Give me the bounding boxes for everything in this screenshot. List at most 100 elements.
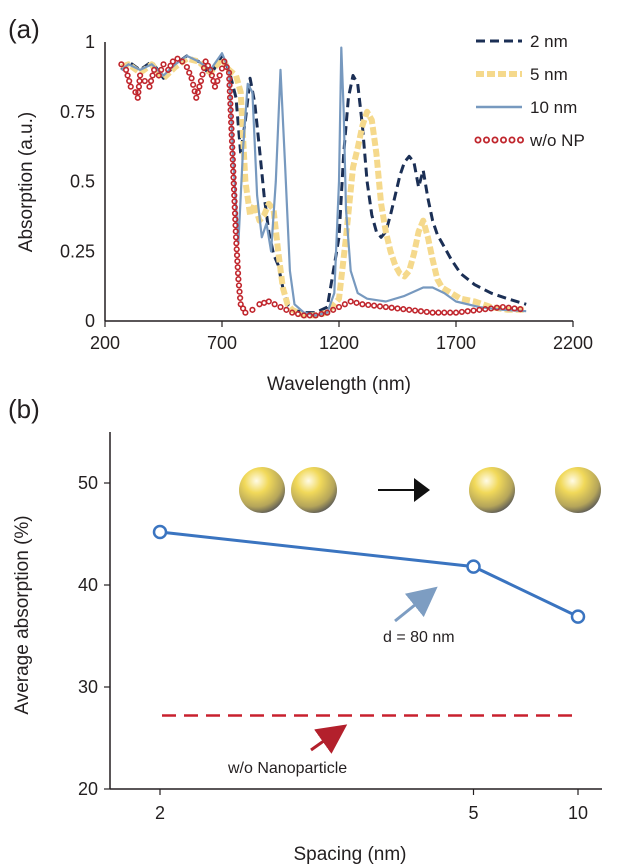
data-point — [160, 61, 167, 68]
data-point — [158, 66, 165, 73]
data-point — [227, 94, 234, 101]
data-point — [229, 144, 236, 151]
data-point — [152, 524, 168, 540]
data-point — [230, 174, 237, 181]
x-tick-label: 700 — [207, 333, 237, 353]
series-annotation-arrow — [394, 586, 438, 623]
data-point — [211, 83, 219, 90]
data-point — [470, 307, 477, 314]
data-point — [233, 246, 240, 253]
data-point — [234, 270, 242, 277]
data-point — [122, 66, 130, 73]
data-point — [132, 89, 139, 96]
y-tick-label: 0 — [85, 311, 95, 331]
data-point — [235, 276, 242, 283]
nanoparticle-illustration — [239, 467, 601, 513]
data-point — [294, 310, 302, 318]
data-point — [179, 58, 186, 65]
data-point — [242, 309, 249, 316]
data-point — [482, 306, 489, 313]
data-point — [234, 258, 241, 265]
data-point — [193, 94, 200, 101]
data-point — [347, 298, 354, 305]
legend-label-5nm: 5 nm — [530, 65, 568, 84]
data-point — [341, 301, 348, 308]
data-point — [149, 72, 156, 79]
y-tick-label: 0.5 — [70, 172, 95, 192]
series-line-2nm — [120, 54, 527, 315]
legend-dot — [499, 136, 507, 144]
data-point — [207, 66, 214, 73]
panel-b: (b) 2 5 10 20 30 40 50 Spacing (nm) Average a… — [8, 394, 602, 865]
data-point — [466, 559, 481, 574]
data-point — [221, 58, 228, 65]
series-annotation-label: d = 80 nm — [383, 629, 455, 646]
data-point — [458, 308, 465, 316]
data-point — [199, 71, 206, 78]
panel-a-label: (a) — [8, 14, 40, 44]
data-point — [233, 240, 240, 247]
panel-a-series — [118, 46, 527, 319]
data-point — [169, 58, 176, 65]
data-point — [570, 609, 586, 624]
series-line-10nm — [120, 46, 527, 317]
data-point — [231, 198, 238, 205]
data-point — [232, 216, 239, 223]
x-tick-label: 10 — [568, 803, 588, 823]
data-point — [277, 303, 284, 311]
data-point — [511, 305, 518, 312]
x-tick-label: 2200 — [553, 333, 593, 353]
data-point — [237, 294, 244, 302]
data-point — [232, 234, 240, 241]
data-point — [353, 299, 360, 306]
data-point — [232, 228, 239, 235]
data-point — [137, 72, 144, 79]
legend-dot — [474, 136, 482, 144]
legend-label-10nm: 10 nm — [530, 98, 577, 117]
data-point — [429, 309, 436, 316]
data-point — [183, 64, 190, 71]
data-point — [191, 88, 198, 95]
nanoparticle-sphere-icon — [239, 467, 285, 513]
baseline-annotation-arrow — [310, 724, 348, 754]
data-point — [283, 306, 290, 313]
data-point — [229, 162, 237, 169]
legend-swatch-wonp — [474, 136, 525, 144]
data-point — [225, 69, 233, 76]
y-tick-label: 0.25 — [60, 241, 95, 261]
data-point — [318, 310, 325, 318]
data-point — [233, 252, 241, 259]
data-point — [194, 89, 201, 96]
data-point — [227, 113, 235, 120]
data-point — [382, 303, 389, 311]
data-point — [228, 138, 236, 145]
data-point — [312, 312, 319, 319]
data-point — [135, 89, 142, 96]
baseline-annotation-label: w/o Nanoparticle — [227, 760, 347, 777]
data-point — [190, 81, 197, 88]
data-point — [447, 309, 454, 316]
data-point — [197, 77, 205, 85]
data-point — [452, 309, 460, 316]
data-point — [229, 150, 236, 157]
data-point — [227, 106, 234, 114]
data-point — [411, 307, 419, 314]
data-point — [330, 306, 337, 313]
data-point — [388, 304, 395, 311]
data-point — [493, 304, 501, 311]
data-point — [423, 308, 430, 316]
series-line-5nm — [120, 55, 527, 319]
legend-entry-wonp: w/o NP — [474, 131, 585, 150]
data-point — [151, 66, 158, 73]
data-point — [376, 303, 384, 310]
legend-label-2nm: 2 nm — [530, 32, 568, 51]
legend-dot — [508, 136, 516, 144]
panel-b-x-ticks: 2 5 10 — [155, 789, 588, 823]
legend-dot — [491, 136, 499, 144]
data-point — [196, 83, 203, 90]
legend-dot — [482, 136, 490, 144]
data-point — [359, 301, 366, 308]
y-tick-label: 30 — [78, 677, 98, 697]
data-point — [371, 302, 378, 309]
data-point — [188, 75, 195, 82]
